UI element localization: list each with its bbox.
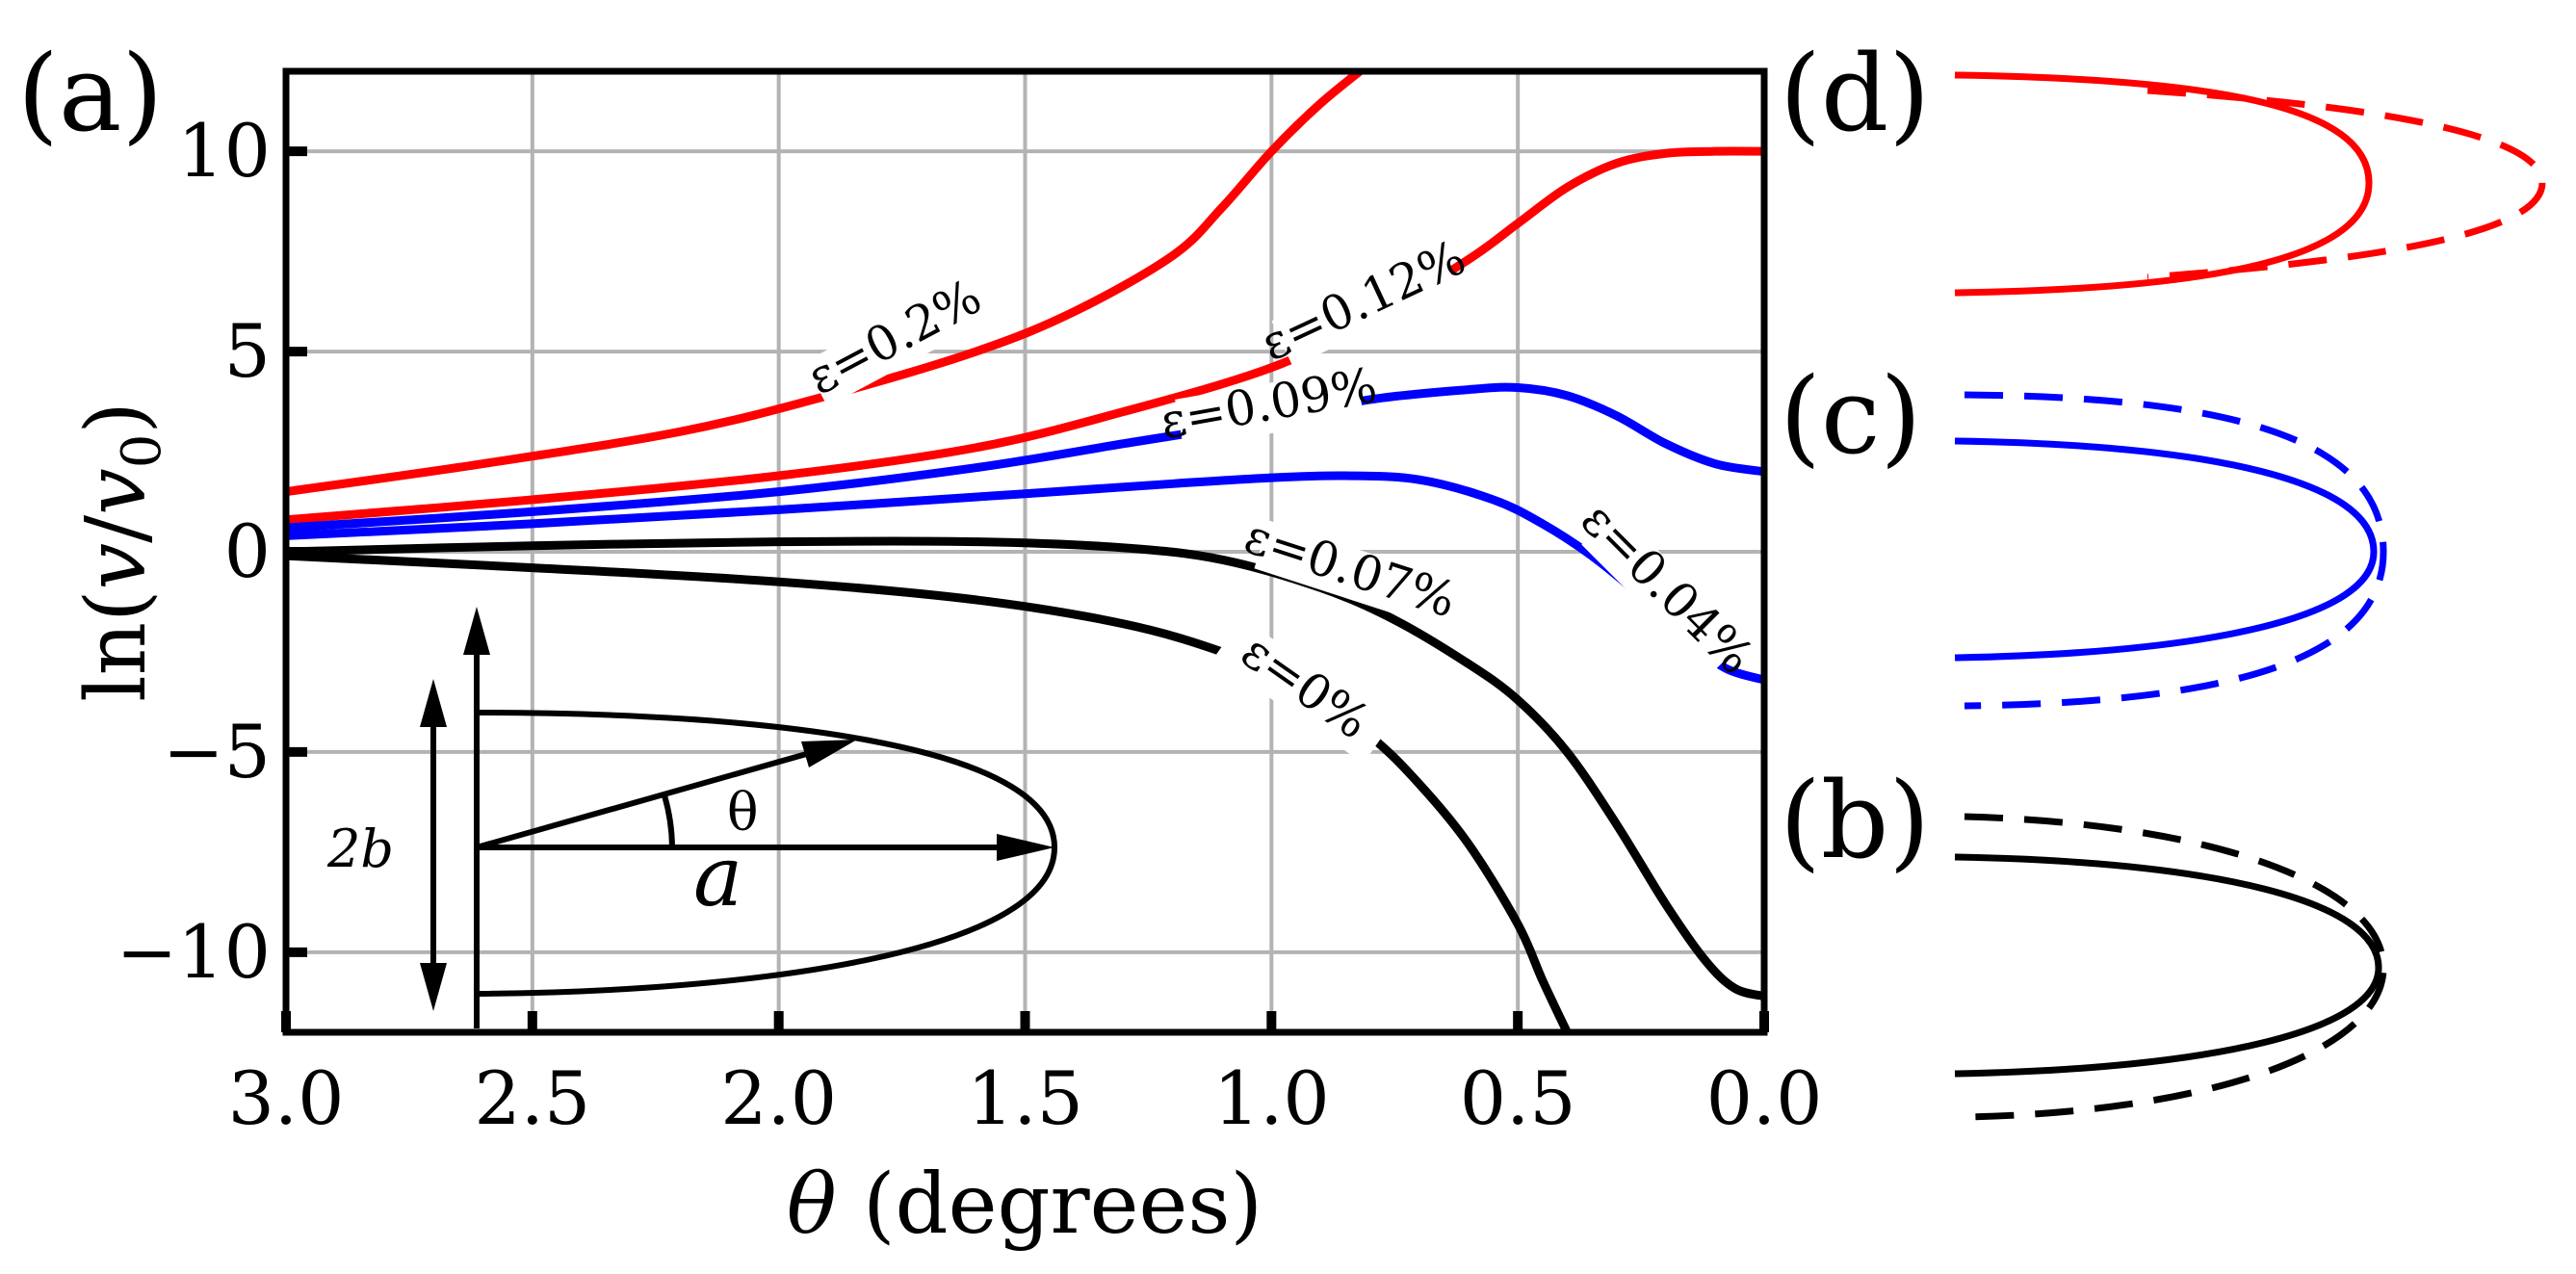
x-tick-label: 0.0 (1706, 1055, 1823, 1141)
panel-b-crack (1954, 813, 2387, 1121)
x-tick-label: 0.5 (1460, 1055, 1576, 1141)
y-axis-v0: v (68, 468, 165, 515)
series-line-0 (286, 71, 1367, 497)
panel-c-dashed (1964, 391, 2387, 710)
inset-arrowhead-2b-bottom (420, 963, 447, 1011)
y-axis-suffix: ) (68, 402, 165, 434)
panel-d-solid (1954, 71, 2373, 297)
panel-label-a: (a) (17, 32, 163, 155)
series-label-bg (1175, 367, 1365, 450)
panel-b-solid (1954, 853, 2382, 1078)
series-label-bg (1271, 244, 1459, 367)
y-tick-label: 0 (224, 508, 271, 594)
inset-label-a: a (693, 829, 742, 925)
y-axis-subscript: 0 (111, 434, 173, 469)
x-tick-label: 2.5 (474, 1055, 590, 1141)
inset-theta-arc (662, 794, 675, 848)
series-label-bg (1581, 508, 1747, 674)
panel-label-d: (d) (1780, 32, 1930, 155)
x-tick-label: 3.0 (228, 1055, 345, 1141)
x-tick-label: 1.5 (967, 1055, 1083, 1141)
x-tick-label: 1.0 (1213, 1055, 1330, 1141)
series-label-group: ε=0% (1213, 617, 1392, 764)
x-axis-theta: θ (787, 1157, 837, 1253)
series-label-group: ε=0.04% (1571, 491, 1764, 685)
inset-arrow-theta (476, 746, 824, 850)
y-axis-v: v (68, 543, 165, 590)
inset-label-theta: θ (727, 782, 759, 843)
y-axis-prefix: ln( (68, 589, 165, 701)
inset-label-2b: 2b (326, 819, 394, 879)
inset-arrowhead-top (463, 607, 490, 655)
grid-lines (284, 71, 1766, 1032)
inset-arrowhead-theta (801, 740, 857, 767)
series-line-1 (286, 146, 1764, 525)
panel-label-b: (b) (1780, 759, 1930, 882)
axis-tick-labels: 3.0 2.5 2.0 1.5 1.0 0.5 0.0 10 5 0 −5 −10 (117, 108, 1823, 1141)
axis-ticks (281, 146, 1769, 1032)
series-label: ε=0.2% (798, 269, 990, 406)
inset-arrowhead-a (997, 834, 1054, 861)
panel-b-dashed (1964, 813, 2387, 1121)
y-tick-label: −5 (163, 709, 271, 794)
panel-c-solid (1954, 437, 2378, 662)
y-tick-label: 5 (224, 308, 271, 394)
panel-d-crack (1954, 71, 2546, 297)
panel-label-c: (c) (1780, 354, 1921, 478)
series-label-group: ε=0.2% (798, 269, 990, 407)
y-tick-label: 10 (177, 108, 271, 194)
panel-c-crack (1954, 391, 2387, 710)
series-line-5 (286, 551, 1572, 1032)
y-axis-slash: / (68, 515, 165, 543)
crack-inset (420, 607, 1058, 1028)
y-axis-title: ln(v/v0) (68, 402, 173, 702)
series-label: ε=0.04% (1571, 491, 1764, 685)
y-tick-label: −10 (117, 909, 271, 995)
x-axis-title: θ (degrees) (787, 1157, 1262, 1253)
series-label-bg (1254, 520, 1444, 625)
x-axis-units: (degrees) (837, 1157, 1262, 1253)
series-label-bg (803, 275, 990, 407)
x-tick-label: 2.0 (720, 1055, 837, 1141)
panel-d-dashed (2147, 87, 2546, 281)
inset-arrowhead-2b-top (420, 679, 447, 727)
series-label-bg (1213, 617, 1392, 764)
